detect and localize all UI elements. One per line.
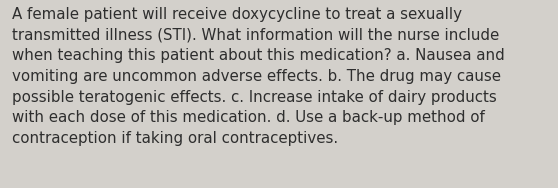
Text: A female patient will receive doxycycline to treat a sexually
transmitted illnes: A female patient will receive doxycyclin… — [12, 7, 505, 146]
